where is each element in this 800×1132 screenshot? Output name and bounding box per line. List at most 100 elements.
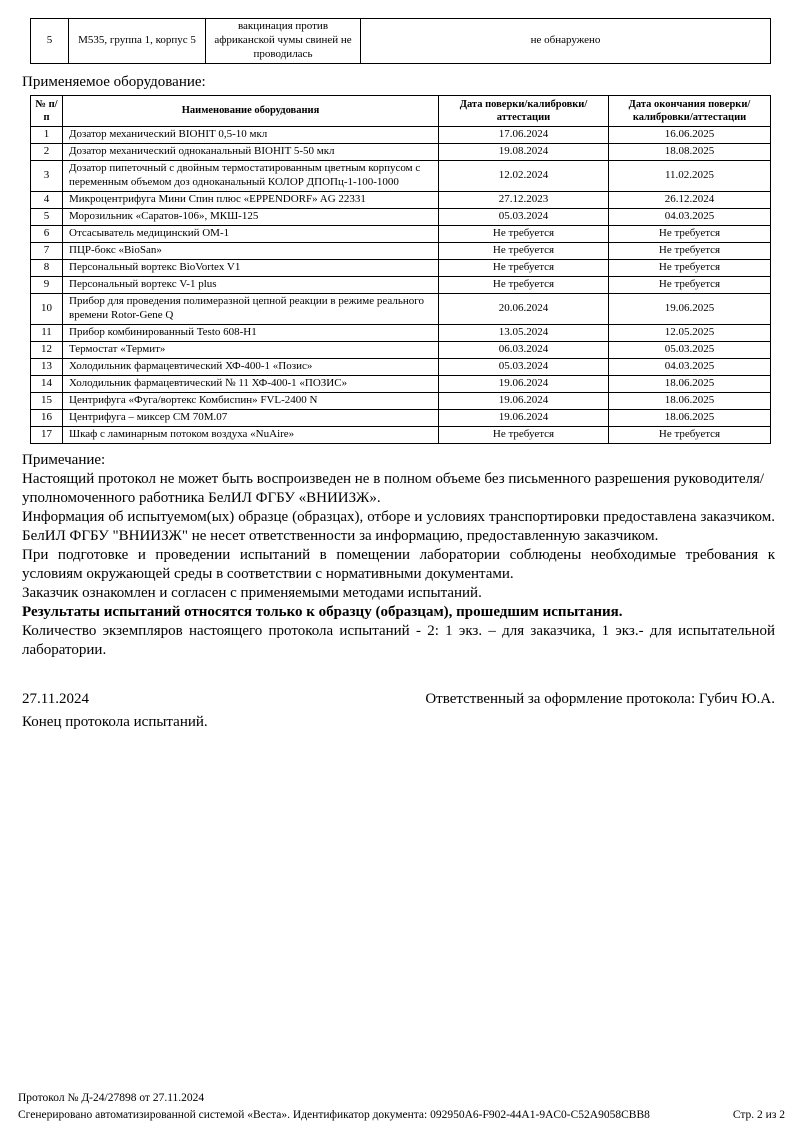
col-header-date-end: Дата окончания поверки/калибровки/аттест… xyxy=(608,94,771,128)
sample-results-table: 5 М535, группа 1, корпус 5 вакцинация пр… xyxy=(30,18,771,64)
equipment-date-end-cell: 18.06.2025 xyxy=(608,408,771,427)
equipment-num-cell: 6 xyxy=(30,224,63,243)
equipment-date-cell: 05.03.2024 xyxy=(438,208,609,226)
equipment-name-cell: Прибор для проведения полимеразной цепно… xyxy=(62,292,439,325)
equipment-num-cell: 11 xyxy=(30,323,63,342)
protocol-date: 27.11.2024 xyxy=(22,690,89,707)
equipment-date-cell: 17.06.2024 xyxy=(438,126,609,145)
equipment-date-cell: 05.03.2024 xyxy=(438,357,609,376)
equipment-date-cell: 19.08.2024 xyxy=(438,143,609,162)
equipment-name-cell: Холодильник фармацевтический № 11 ХФ-400… xyxy=(62,374,439,393)
equipment-date-end-cell: Не требуется xyxy=(608,275,771,294)
equipment-row: 12 Термостат «Термит» 06.03.2024 05.03.2025 xyxy=(30,340,771,359)
notes-heading: Примечание: xyxy=(22,451,106,468)
equipment-date-cell: Не требуется xyxy=(438,425,609,444)
equipment-row: 4 Микроцентрифуга Мини Спин плюс «EPPENDO… xyxy=(30,191,771,209)
equipment-row: 14 Холодильник фармацевтический № 11 ХФ-4… xyxy=(30,374,771,393)
note-paragraph: Заказчик ознакомлен и согласен с применя… xyxy=(22,584,482,601)
sample-number-cell: 5 xyxy=(30,18,69,64)
equipment-date-end-cell: 19.06.2025 xyxy=(608,292,771,325)
footer-generated-info: Сгенерировано автоматизированной системо… xyxy=(18,1109,650,1121)
equipment-num-cell: 1 xyxy=(30,126,63,145)
equipment-date-cell: Не требуется xyxy=(438,258,609,277)
equipment-name-cell: Центрифуга – миксер СМ 70М.07 xyxy=(62,408,439,427)
equipment-name-cell: Дозатор пипеточный с двойным термостатир… xyxy=(62,160,439,193)
equipment-date-cell: Не требуется xyxy=(438,241,609,260)
equipment-name-cell: Дозатор механический BIOHIT 0,5-10 мкл xyxy=(62,126,439,145)
page-footer: Протокол № Д-24/27898 от 27.11.2024 Сген… xyxy=(18,1090,785,1124)
equipment-heading: Применяемое оборудование: xyxy=(22,73,206,90)
equipment-date-end-cell: 18.08.2025 xyxy=(608,143,771,162)
equipment-date-end-cell: Не требуется xyxy=(608,241,771,260)
equipment-date-cell: 13.05.2024 xyxy=(438,323,609,342)
footer-page-number: Стр. 2 из 2 xyxy=(732,1109,785,1121)
equipment-date-cell: Не требуется xyxy=(438,275,609,294)
notes-section: Примечание: Настоящий протокол не может … xyxy=(22,451,775,660)
equipment-table: № п/п Наименование оборудования Дата пов… xyxy=(30,94,771,444)
col-header-name: Наименование оборудования xyxy=(62,94,439,128)
equipment-row: 16 Центрифуга – миксер СМ 70М.07 19.06.202… xyxy=(30,408,771,427)
note-paragraph: Количество экземпляров настоящего проток… xyxy=(22,622,775,658)
equipment-row: 15 Центрифуга «Фуга/вортекс Комбиспин» FV… xyxy=(30,391,771,410)
equipment-row: 7 ПЦР-бокс «BioSan» Не требуется Не требует… xyxy=(30,241,771,260)
equipment-date-end-cell: 16.06.2025 xyxy=(608,126,771,145)
note-paragraph: При подготовке и проведении испытаний в … xyxy=(22,546,775,582)
equipment-date-end-cell: 04.03.2025 xyxy=(608,357,771,376)
equipment-num-cell: 5 xyxy=(30,208,63,226)
equipment-row: 10 Прибор для проведения полимеразной цеп… xyxy=(30,292,771,325)
equipment-name-cell: Шкаф с ламинарным потоком воздуха «NuAir… xyxy=(62,425,439,444)
note-paragraph: Информация об испытуемом(ых) образце (об… xyxy=(22,508,775,544)
equipment-num-cell: 2 xyxy=(30,143,63,162)
equipment-name-cell: Персональный вортекс V-1 plus xyxy=(62,275,439,294)
equipment-date-cell: 19.06.2024 xyxy=(438,374,609,393)
col-header-date: Дата поверки/калибровки/аттестации xyxy=(438,94,609,128)
equipment-num-cell: 7 xyxy=(30,241,63,260)
equipment-date-end-cell: 05.03.2025 xyxy=(608,340,771,359)
sample-result-cell: не обнаружено xyxy=(360,18,771,64)
equipment-date-end-cell: 12.05.2025 xyxy=(608,323,771,342)
col-header-num: № п/п xyxy=(30,94,63,128)
equipment-date-end-cell: Не требуется xyxy=(608,224,771,243)
equipment-date-cell: 19.06.2024 xyxy=(438,408,609,427)
equipment-date-cell: 27.12.2023 xyxy=(438,191,609,209)
equipment-num-cell: 13 xyxy=(30,357,63,376)
equipment-date-cell: 12.02.2024 xyxy=(438,160,609,193)
equipment-row: 6 Отсасыватель медицинский ОМ-1 Не требует… xyxy=(30,224,771,243)
equipment-num-cell: 16 xyxy=(30,408,63,427)
equipment-name-cell: Морозильник «Саратов-106», МКШ-125 xyxy=(62,208,439,226)
equipment-num-cell: 15 xyxy=(30,391,63,410)
equipment-date-cell: 20.06.2024 xyxy=(438,292,609,325)
notes-paragraphs: Настоящий протокол не может быть воспрои… xyxy=(22,470,775,660)
sample-id-cell: М535, группа 1, корпус 5 xyxy=(68,18,206,64)
equipment-date-cell: 06.03.2024 xyxy=(438,340,609,359)
equipment-date-end-cell: 18.06.2025 xyxy=(608,374,771,393)
equipment-row: 11 Прибор комбинированный Testo 608-H1 13.… xyxy=(30,323,771,342)
equipment-name-cell: Прибор комбинированный Testo 608-H1 xyxy=(62,323,439,342)
equipment-date-end-cell: Не требуется xyxy=(608,425,771,444)
equipment-name-cell: Термостат «Термит» xyxy=(62,340,439,359)
equipment-num-cell: 8 xyxy=(30,258,63,277)
equipment-date-cell: Не требуется xyxy=(438,224,609,243)
equipment-num-cell: 14 xyxy=(30,374,63,393)
note-paragraph: Настоящий протокол не может быть воспрои… xyxy=(22,470,765,506)
equipment-num-cell: 3 xyxy=(30,160,63,193)
equipment-row: 3 Дозатор пипеточный с двойным термостати… xyxy=(30,160,771,193)
equipment-row: 1 Дозатор механический BIOHIT 0,5-10 мкл 1… xyxy=(30,126,771,145)
sample-result-row: 5 М535, группа 1, корпус 5 вакцинация пр… xyxy=(30,18,771,64)
equipment-row: 2 Дозатор механический одноканальный BIOH… xyxy=(30,143,771,162)
responsible-person: Ответственный за оформление протокола: Г… xyxy=(425,690,775,707)
equipment-row: 9 Персональный вортекс V-1 plus Не требует… xyxy=(30,275,771,294)
equipment-name-cell: Отсасыватель медицинский ОМ-1 xyxy=(62,224,439,243)
equipment-name-cell: Холодильник фармацевтический ХФ-400-1 «П… xyxy=(62,357,439,376)
equipment-name-cell: Центрифуга «Фуга/вортекс Комбиспин» FVL-… xyxy=(62,391,439,410)
equipment-row: 13 Холодильник фармацевтический ХФ-400-1 … xyxy=(30,357,771,376)
equipment-date-cell: 19.06.2024 xyxy=(438,391,609,410)
equipment-date-end-cell: 04.03.2025 xyxy=(608,208,771,226)
footer-protocol-number: Протокол № Д-24/27898 от 27.11.2024 xyxy=(18,1092,205,1104)
signoff-row: 27.11.2024 Ответственный за оформление п… xyxy=(22,690,775,709)
equipment-date-end-cell: 11.02.2025 xyxy=(608,160,771,193)
note-paragraph: Результаты испытаний относятся только к … xyxy=(22,603,623,620)
equipment-header-row: № п/п Наименование оборудования Дата пов… xyxy=(30,94,771,128)
equipment-name-cell: Микроцентрифуга Мини Спин плюс «EPPENDOR… xyxy=(62,191,439,209)
equipment-date-end-cell: Не требуется xyxy=(608,258,771,277)
